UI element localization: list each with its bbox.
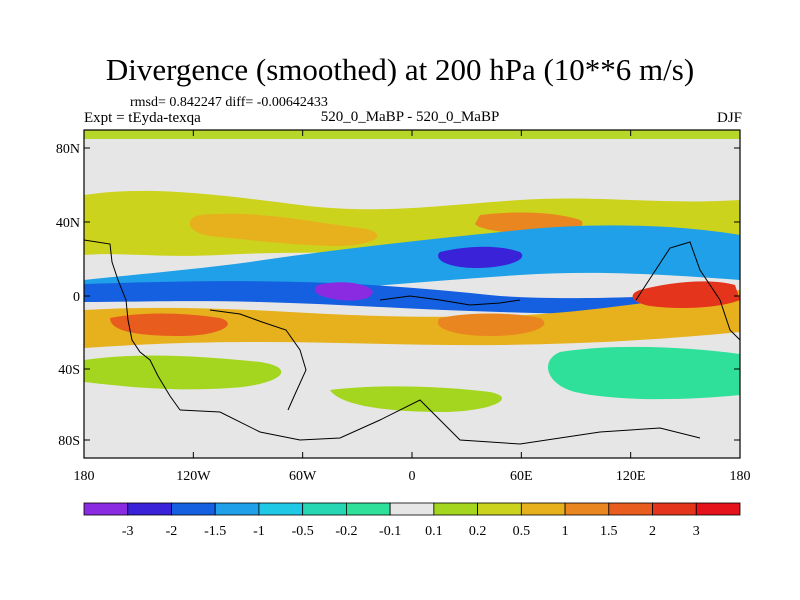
colorbar-label: -1 xyxy=(253,524,265,539)
colorbar-label: 3 xyxy=(693,524,700,539)
rmsd-diff-label: rmsd= 0.842247 diff= -0.00642433 xyxy=(130,95,328,110)
colorbar-label: -0.1 xyxy=(379,524,401,539)
colorbar-swatch xyxy=(258,502,304,516)
colorbar-swatch xyxy=(214,502,260,516)
colorbar-label: 2 xyxy=(649,524,656,539)
coastline-antarctica xyxy=(179,399,701,445)
northern-positive-core xyxy=(189,213,378,246)
x-tick-label: 60E xyxy=(510,469,533,484)
y-axis: 80N 40N 0 40S 80S xyxy=(56,142,740,449)
colorbar: -3 -2 -1.5 -1 -0.5 -0.2 -0.1 0.1 0.2 0.5 1 1.5 2 3 xyxy=(83,502,741,539)
colorbar-label: -2 xyxy=(166,524,178,539)
colorbar-swatch xyxy=(520,502,566,516)
colorbar-label: 0.2 xyxy=(469,524,487,539)
x-tick-label: 0 xyxy=(409,469,416,484)
southern-positive-patch xyxy=(84,355,282,390)
colorbar-label: -0.5 xyxy=(292,524,314,539)
colorbar-label: -0.2 xyxy=(335,524,357,539)
season-label: DJF xyxy=(716,110,742,126)
northern-negative-core xyxy=(438,246,523,268)
colorbar-swatch xyxy=(171,502,216,516)
southern-positive-patch-2 xyxy=(330,386,502,412)
colorbar-swatch xyxy=(83,502,129,516)
southern-negative-patch xyxy=(548,346,740,400)
colorbar-label: 1 xyxy=(562,524,569,539)
x-tick-label: 180 xyxy=(74,469,95,484)
colorbar-swatch xyxy=(302,502,347,516)
coastline-americas xyxy=(84,239,181,411)
colorbar-swatch xyxy=(564,502,610,516)
colorbar-label: -3 xyxy=(122,524,134,539)
y-tick-label: 40S xyxy=(58,363,80,378)
y-tick-label: 80N xyxy=(56,142,80,157)
coastline-australia xyxy=(635,241,740,341)
tropical-positive-core-2 xyxy=(632,281,740,308)
equatorial-negative-band xyxy=(84,281,740,314)
tropical-positive-band xyxy=(84,290,740,348)
colorbar-swatch xyxy=(345,502,391,516)
colorbar-swatch xyxy=(608,502,653,516)
tropical-positive-core-3 xyxy=(437,313,545,336)
x-axis: 180 120W 60W 0 60E 120E 180 xyxy=(74,130,751,484)
coastlines xyxy=(84,239,740,445)
x-tick-label: 120W xyxy=(176,469,211,484)
colorbar-label: 0.5 xyxy=(513,524,531,539)
coastline-eurasia xyxy=(379,295,521,306)
x-tick-label: 180 xyxy=(730,469,751,484)
equatorial-negative-core xyxy=(314,282,373,301)
plot-field xyxy=(84,130,740,458)
colorbar-swatch xyxy=(695,502,741,516)
tropical-positive-core xyxy=(110,313,228,336)
colorbar-swatch xyxy=(389,502,435,516)
colorbar-label: -1.5 xyxy=(204,524,226,539)
x-tick-label: 120E xyxy=(616,469,646,484)
y-tick-label: 40N xyxy=(56,216,80,231)
northern-negative-band xyxy=(84,225,740,295)
case-label: 520_0_MaBP - 520_0_MaBP xyxy=(320,109,500,125)
chart-title: Divergence (smoothed) at 200 hPa (10**6 … xyxy=(105,52,695,87)
y-tick-label: 0 xyxy=(73,290,80,305)
colorbar-label: 1.5 xyxy=(600,524,618,539)
coastline-africa xyxy=(209,309,307,411)
experiment-label: Expt = tEyda-texqa xyxy=(84,110,201,126)
x-tick-label: 60W xyxy=(289,469,317,484)
colorbar-swatch xyxy=(127,502,172,516)
colorbar-swatch xyxy=(433,502,479,516)
colorbar-swatch xyxy=(652,502,697,516)
colorbar-label: 0.1 xyxy=(425,524,443,539)
colorbar-swatch xyxy=(477,502,522,516)
y-tick-label: 80S xyxy=(58,434,80,449)
